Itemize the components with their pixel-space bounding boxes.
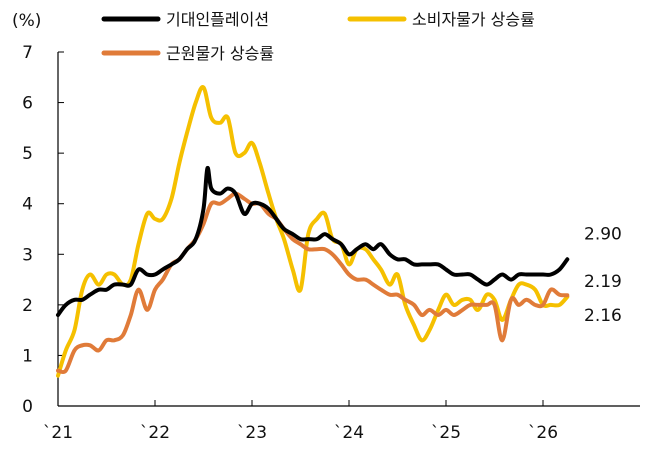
- legend-item-cpi: 소비자물가 상승률: [347, 10, 535, 29]
- x-tick-label: `25: [431, 423, 461, 443]
- y-tick-label: 1: [22, 346, 33, 366]
- x-tick-label: `21: [43, 423, 73, 443]
- end-value-label-cpi: 2.16: [584, 306, 622, 326]
- series-line-cpi: [56, 85, 570, 378]
- y-tick-label: 2: [22, 296, 33, 316]
- series-line-expected-inflation: [56, 166, 570, 317]
- x-tick-label: `22: [140, 423, 170, 443]
- legend-item-core-inflation: 근원물가 상승률: [101, 44, 274, 63]
- end-labels: 2.90 2.16 2.19: [584, 224, 622, 325]
- x-tick-label: `26: [528, 423, 558, 443]
- end-value-label-core-inflation: 2.19: [584, 272, 622, 292]
- legend-label-cpi: 소비자물가 상승률: [412, 10, 535, 29]
- series-layer: [56, 85, 570, 378]
- end-value-label-expected-inflation: 2.90: [584, 224, 622, 244]
- x-tick-label: `23: [237, 423, 267, 443]
- legend-label-expected-inflation: 기대인플레이션: [166, 10, 269, 29]
- y-tick-label: 4: [22, 195, 33, 215]
- legend-item-expected-inflation: 기대인플레이션: [101, 10, 269, 29]
- y-tick-label: 7: [22, 43, 33, 63]
- y-unit-label: (%): [12, 11, 41, 31]
- series-line-core-inflation: [56, 191, 570, 375]
- y-tick-label: 6: [22, 94, 33, 114]
- legend-label-core-inflation: 근원물가 상승률: [166, 44, 274, 63]
- y-tick-label: 0: [22, 397, 33, 417]
- legend: 기대인플레이션 소비자물가 상승률 근원물가 상승률: [101, 10, 535, 63]
- axes: 0 1 2 3 4 5 6 7 `21 `22 `23 `24 `25 `26: [22, 43, 640, 443]
- x-tick-label: `24: [334, 423, 364, 443]
- y-tick-label: 3: [22, 245, 33, 265]
- y-tick-label: 5: [22, 144, 33, 164]
